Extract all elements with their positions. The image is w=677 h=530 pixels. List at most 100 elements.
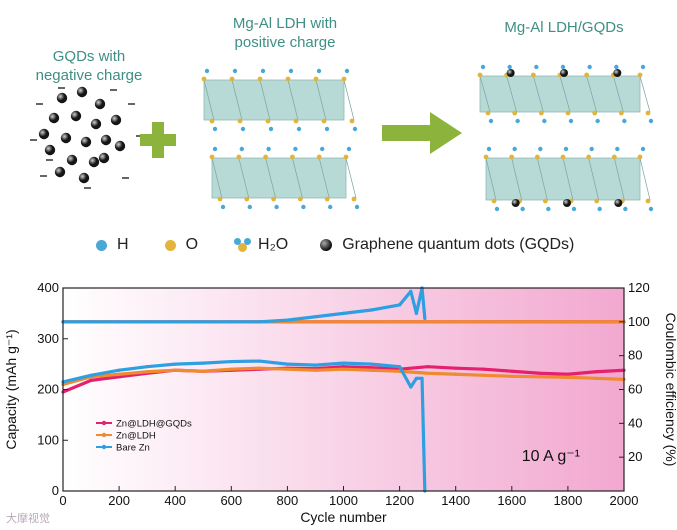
capacity-point (173, 362, 177, 366)
ce-point (341, 311, 346, 315)
capacity-point (201, 369, 205, 373)
capacity-point (257, 366, 261, 370)
ce-point (510, 320, 514, 324)
capacity-point (510, 374, 514, 378)
ce-point (145, 320, 149, 324)
hydrogen-legend-icon (96, 239, 107, 251)
capacity-point (566, 372, 570, 376)
y-tick-label: 300 (37, 331, 59, 346)
ldh-layer-top (201, 68, 358, 132)
y2-axis-label: Coulombic efficiency (%) (663, 313, 677, 467)
gqd-dot (38, 128, 50, 140)
ce-point (229, 320, 233, 324)
legend-item-h: H (117, 236, 129, 253)
capacity-point (145, 370, 149, 374)
ce-point (423, 316, 427, 321)
capacity-point (229, 367, 233, 371)
capacity-point (398, 365, 402, 369)
ce-point (426, 320, 430, 324)
ce-point (257, 320, 261, 324)
ldh-layer-bottom (209, 146, 360, 210)
capacity-point (420, 376, 424, 380)
gqd-dot (66, 154, 78, 166)
capacity-point (454, 372, 458, 376)
watermark: 大摩视觉 (6, 513, 50, 525)
capacity-point (313, 368, 318, 372)
legend-item-gqds: Graphene quantum dots (GQDs) (342, 236, 575, 253)
plus-icon (140, 122, 176, 158)
capacity-point (409, 385, 413, 389)
x-tick-label: 200 (108, 493, 130, 508)
x-tick-label: 1000 (329, 493, 358, 508)
ce-point (398, 320, 402, 324)
x-tick-label: 0 (59, 493, 66, 508)
ce-point (538, 320, 542, 324)
series-Bare Zn (61, 286, 427, 493)
capacity-point (89, 373, 93, 377)
capacity-point (285, 362, 289, 366)
legend-label: Zn@LDH@GQDs (116, 419, 192, 430)
y-tick-label: 200 (37, 382, 59, 397)
ce-point (201, 320, 205, 324)
capacity-point (426, 371, 430, 375)
legend-item-o: O (185, 236, 199, 253)
legend-item-water: H₂O (258, 236, 289, 253)
capacity-point (313, 363, 318, 367)
capacity-point (538, 375, 542, 379)
product-layer-top (477, 64, 654, 124)
gqd-dot (98, 152, 110, 164)
capacity-point (341, 367, 346, 371)
capacity-point (482, 373, 486, 377)
ce-point (454, 320, 458, 324)
gqd-dot (76, 86, 88, 98)
capacity-point (285, 367, 289, 371)
synthesis-schematic (30, 64, 654, 212)
capacity-point (117, 372, 121, 376)
x-tick-label: 400 (164, 493, 186, 508)
legend-label: Zn@LDH (116, 431, 156, 442)
gqd-dot (56, 92, 68, 104)
gqd-dot (80, 136, 92, 148)
water-legend-icon (234, 238, 252, 252)
y2-tick-label: 40 (628, 415, 642, 430)
y2-tick-label: 80 (628, 348, 642, 363)
gqd-dot (70, 110, 82, 122)
x-tick-label: 1200 (385, 493, 414, 508)
gqd-dot (88, 156, 100, 168)
capacity-point (414, 376, 419, 380)
capacity-point (566, 375, 570, 379)
capacity-point (369, 366, 374, 370)
capacity-point (117, 375, 121, 379)
capacity-point (145, 365, 149, 369)
capacity-point (538, 371, 542, 375)
ce-point (313, 320, 318, 324)
oxygen-legend-icon (164, 239, 176, 251)
x-tick-label: 1400 (441, 493, 470, 508)
ce-point (566, 320, 570, 324)
y2-tick-label: 100 (628, 314, 650, 329)
y-axis-label: Capacity (mAh g⁻¹) (3, 329, 19, 449)
capacity-point (369, 368, 374, 372)
schematic-legend: H O H₂O Graphene quantum dots (GQDs) (96, 232, 574, 258)
ce-point (117, 320, 121, 324)
ce-point (89, 320, 93, 324)
capacity-point (229, 359, 233, 364)
legend-marker (101, 444, 107, 450)
capacity-point (89, 378, 93, 382)
ldh-label: Mg-Al LDH with positive charge (232, 15, 338, 51)
product-layer-bottom (483, 146, 654, 212)
reaction-arrow-icon (382, 112, 462, 154)
x-tick-label: 600 (220, 493, 242, 508)
y2-tick-label: 120 (628, 280, 650, 295)
gqd-legend-icon (320, 239, 333, 251)
capacity-point (594, 376, 598, 380)
capacity-point (426, 365, 430, 369)
y2-tick-label: 60 (628, 382, 642, 397)
legend-label: Bare Zn (116, 443, 150, 454)
capacity-point (454, 366, 458, 370)
capacity-point (482, 367, 486, 371)
ce-point (414, 311, 419, 315)
ce-point (482, 320, 486, 324)
capacity-point (257, 359, 261, 363)
